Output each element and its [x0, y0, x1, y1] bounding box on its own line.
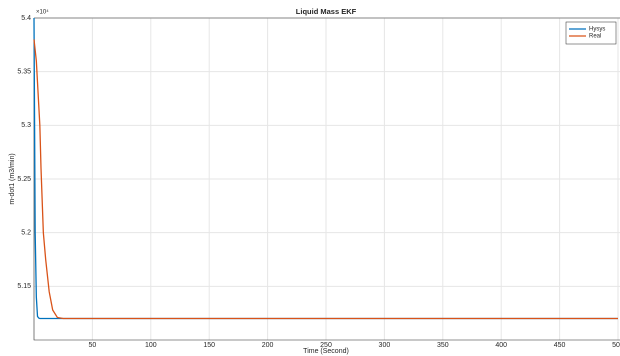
x-tick-label: 200 — [262, 342, 274, 349]
x-tick-label: 100 — [145, 342, 157, 349]
y-tick-label: 5.15 — [17, 283, 31, 290]
x-tick-label: 250 — [320, 342, 332, 349]
x-tick-label: 500 — [612, 342, 620, 349]
legend-box — [565, 21, 617, 45]
x-tick-label: 350 — [437, 342, 449, 349]
y-tick-label: 5.4 — [21, 15, 31, 22]
series-line — [33, 39, 618, 320]
y-tick-label: 5.35 — [17, 69, 31, 76]
chart-title: Liquid Mass EKF — [296, 7, 357, 16]
x-tick-label: 300 — [379, 342, 391, 349]
x-tick-label: 400 — [495, 342, 507, 349]
x-tick-label: 450 — [554, 342, 566, 349]
x-tick-label: 50 — [89, 342, 97, 349]
x-axis-label: Time (Second) — [303, 348, 349, 355]
x-tick-label: 150 — [203, 342, 215, 349]
legend-label: Real — [589, 34, 601, 40]
y-tick-label: 5.2 — [21, 230, 31, 237]
y-tick-label: 5.25 — [17, 176, 31, 183]
legend-label: Hysys — [589, 27, 605, 33]
y-exponent: ×10⁴ — [36, 9, 49, 16]
y-axis-label: m-dot1 (m3/min) — [9, 153, 16, 204]
y-tick-label: 5.3 — [21, 122, 31, 129]
